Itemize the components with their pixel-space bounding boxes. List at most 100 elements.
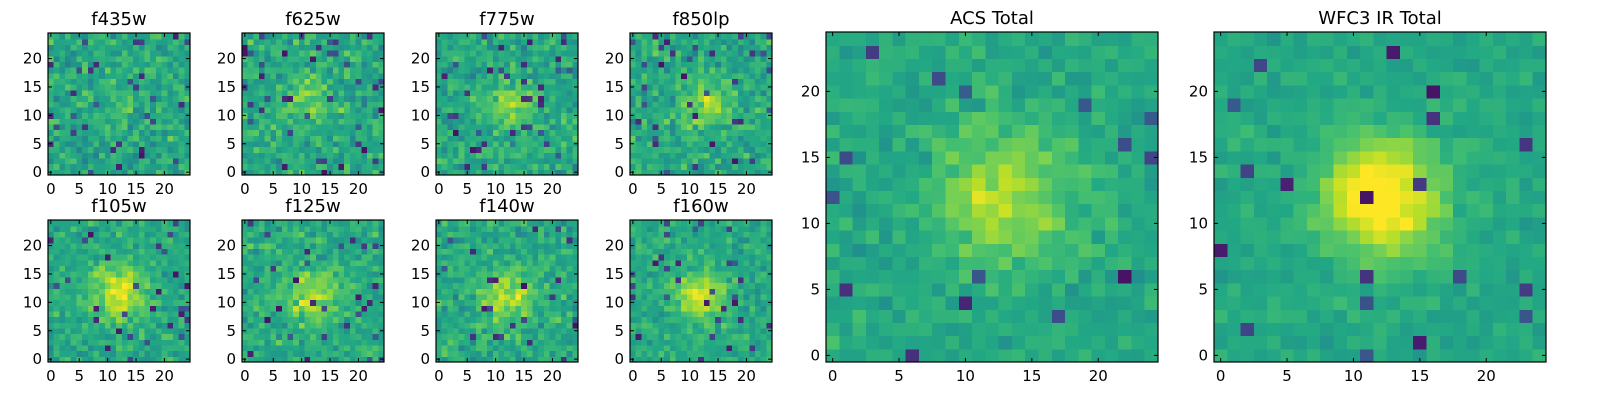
heatmap-cell — [344, 265, 351, 272]
heatmap-cell — [116, 72, 123, 80]
heatmap-cell — [344, 135, 351, 142]
heatmap-cell — [652, 316, 659, 323]
heatmap-cell — [144, 327, 151, 335]
heatmap-cell — [264, 118, 271, 125]
heatmap-cell — [692, 316, 699, 323]
heatmap-cell — [355, 299, 362, 306]
heatmap-cell — [150, 78, 157, 85]
heatmap-cell — [664, 72, 671, 80]
heatmap-cell — [247, 67, 254, 74]
heatmap-cell — [720, 282, 728, 289]
heatmap-cell — [635, 123, 642, 131]
heatmap-cell — [281, 282, 289, 289]
heatmap-cell — [167, 78, 174, 85]
heatmap-cell — [65, 316, 72, 323]
heatmap-cell — [766, 163, 773, 170]
heatmap-cell — [760, 276, 767, 284]
heatmap-cell — [698, 293, 705, 301]
heatmap-cell — [155, 254, 163, 261]
heatmap-cell — [737, 157, 745, 165]
heatmap-cell — [133, 67, 140, 74]
heatmap-cell — [737, 106, 745, 114]
heatmap-cell — [53, 169, 60, 176]
heatmap-cell — [555, 282, 562, 289]
heatmap-cell — [720, 305, 728, 312]
heatmap-cell — [726, 282, 733, 289]
heatmap-cell — [686, 333, 694, 340]
heatmap-cell — [441, 123, 448, 131]
heatmap-cell — [178, 327, 185, 335]
heatmap-cell — [298, 140, 306, 148]
heatmap-cell — [504, 310, 511, 318]
heatmap-cell — [116, 276, 123, 284]
heatmap-cell — [720, 316, 728, 323]
heatmap-cell — [675, 72, 682, 80]
heatmap-cell — [441, 112, 448, 119]
heatmap-cell — [161, 135, 168, 142]
heatmap-cells — [436, 220, 579, 363]
heatmap-cell — [315, 305, 323, 312]
heatmap-cell — [332, 259, 340, 267]
heatmap-cell — [703, 78, 711, 85]
heatmap-cell — [686, 123, 694, 131]
heatmap-cell — [327, 237, 334, 244]
heatmap-cell — [242, 146, 249, 153]
heatmap-cell — [686, 299, 694, 306]
heatmap-cell — [658, 61, 665, 68]
heatmap-cell — [270, 61, 277, 68]
heatmap-cell — [630, 72, 637, 80]
heatmap-cell — [65, 169, 72, 176]
heatmap-cell — [65, 305, 72, 312]
heatmap-cell — [366, 293, 374, 301]
heatmap-cell — [287, 220, 294, 227]
heatmap-cell — [110, 169, 117, 176]
heatmap-cell — [315, 327, 323, 335]
heatmap-cell — [715, 135, 722, 142]
heatmap-cell — [327, 231, 334, 238]
heatmap-cell — [349, 152, 357, 159]
heatmap-cell — [355, 242, 362, 249]
heatmap-cell — [138, 135, 146, 142]
heatmap-cell — [293, 299, 300, 306]
heatmap-cell — [447, 254, 454, 261]
heatmap-cell — [259, 38, 266, 45]
heatmap-cell — [184, 163, 191, 170]
heatmap-cell — [304, 118, 311, 125]
heatmap-cell — [732, 106, 739, 114]
heatmap-cell — [155, 140, 163, 148]
heatmap-cell — [749, 55, 756, 62]
heatmap-cell — [566, 101, 573, 108]
heatmap-cell — [87, 50, 95, 57]
heatmap-cell — [664, 89, 671, 97]
heatmap-cell — [686, 84, 694, 91]
heatmap-cell — [698, 84, 705, 91]
heatmap-cell — [720, 299, 728, 306]
heatmap-cell — [555, 356, 562, 363]
heatmap-cell — [150, 169, 157, 176]
heatmap-cell — [127, 299, 134, 306]
heatmap-cell — [560, 135, 568, 142]
heatmap-cell — [349, 265, 357, 272]
heatmap-cell — [669, 38, 677, 45]
heatmap-cell — [498, 350, 505, 357]
heatmap-cell — [487, 72, 494, 80]
heatmap-cell — [127, 140, 134, 148]
heatmap-cell — [76, 135, 83, 142]
heatmap-cell — [276, 152, 283, 159]
heatmap-cell — [338, 248, 345, 255]
heatmap-cell — [726, 333, 733, 340]
heatmap-cell — [161, 265, 168, 272]
heatmap-cell — [538, 78, 545, 85]
heatmap-cell — [709, 169, 716, 176]
heatmap-cell — [737, 112, 745, 119]
heatmap-cell — [630, 310, 637, 318]
heatmap-cell — [436, 276, 443, 284]
heatmap-cell — [715, 299, 722, 306]
heatmap-cell — [664, 288, 671, 295]
heatmap-cell — [259, 305, 266, 312]
heatmap-cell — [99, 78, 106, 85]
heatmap-cell — [635, 333, 642, 340]
heatmap-cell — [298, 101, 306, 108]
heatmap-cell — [464, 67, 471, 74]
heatmap-cell — [715, 288, 722, 295]
